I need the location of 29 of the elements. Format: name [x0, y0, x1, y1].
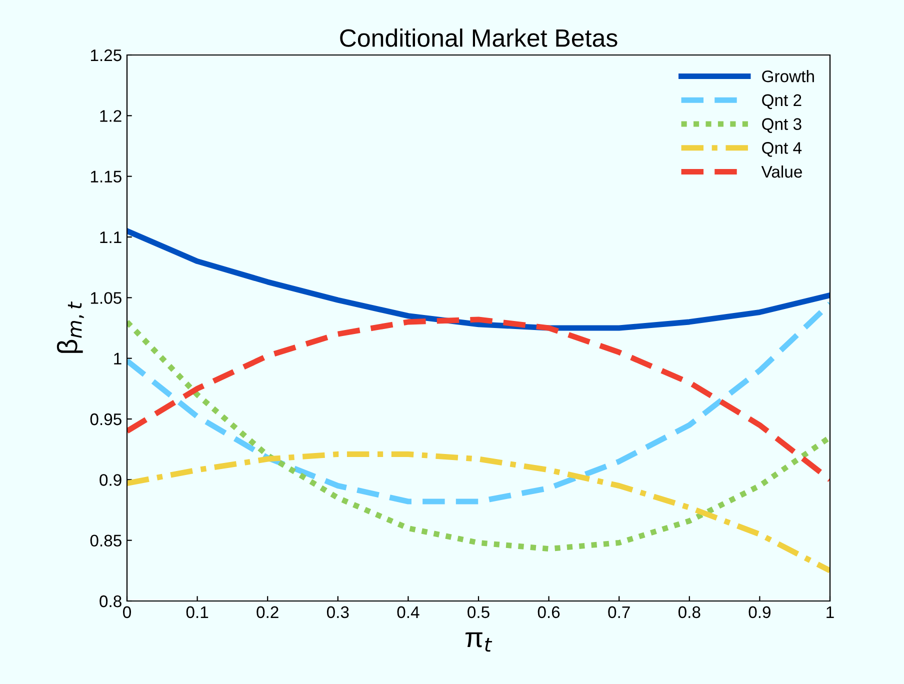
legend-label: Value	[761, 165, 802, 178]
y-tick-label: 1.15	[90, 170, 122, 183]
x-tick-label: 0.4	[397, 606, 420, 618]
y-tick-label: 0.8	[100, 595, 122, 608]
x-axis-title: π$_{t}$	[466, 632, 492, 652]
y-tick-label: 0.85	[90, 534, 122, 547]
legend-label: Qnt 3	[762, 118, 802, 133]
y-tick-label: 0.95	[90, 413, 122, 426]
legend-label: Qnt 2	[762, 94, 802, 110]
y-tick-label: 1.25	[90, 49, 122, 62]
y-tick-label: 1	[114, 352, 122, 364]
x-tick-label: 0.3	[326, 606, 349, 618]
y-tick-label: 1.05	[90, 292, 122, 304]
y-tick-label: 0.9	[100, 474, 122, 486]
x-tick-label: 0.8	[678, 606, 700, 618]
y-tick-label: 1.1	[100, 232, 122, 244]
x-tick-label: 0.9	[748, 606, 770, 618]
x-tick-label: 0.7	[608, 606, 630, 618]
x-tick-label: 0.6	[538, 606, 560, 618]
legend-label: Growth	[762, 70, 814, 82]
x-tick-label: 1	[826, 606, 834, 618]
legend-label: Qnt 4	[762, 142, 802, 157]
chart-title: Conditional Market Betas	[340, 28, 618, 47]
x-tick-label: 0.1	[186, 606, 208, 618]
x-tick-label: 0	[123, 606, 131, 618]
x-tick-label: 0.5	[468, 606, 490, 618]
y-tick-label: 1.2	[100, 110, 122, 122]
x-tick-label: 0.2	[256, 606, 278, 618]
y-axis-title: β$_{m,t}$	[56, 301, 84, 353]
